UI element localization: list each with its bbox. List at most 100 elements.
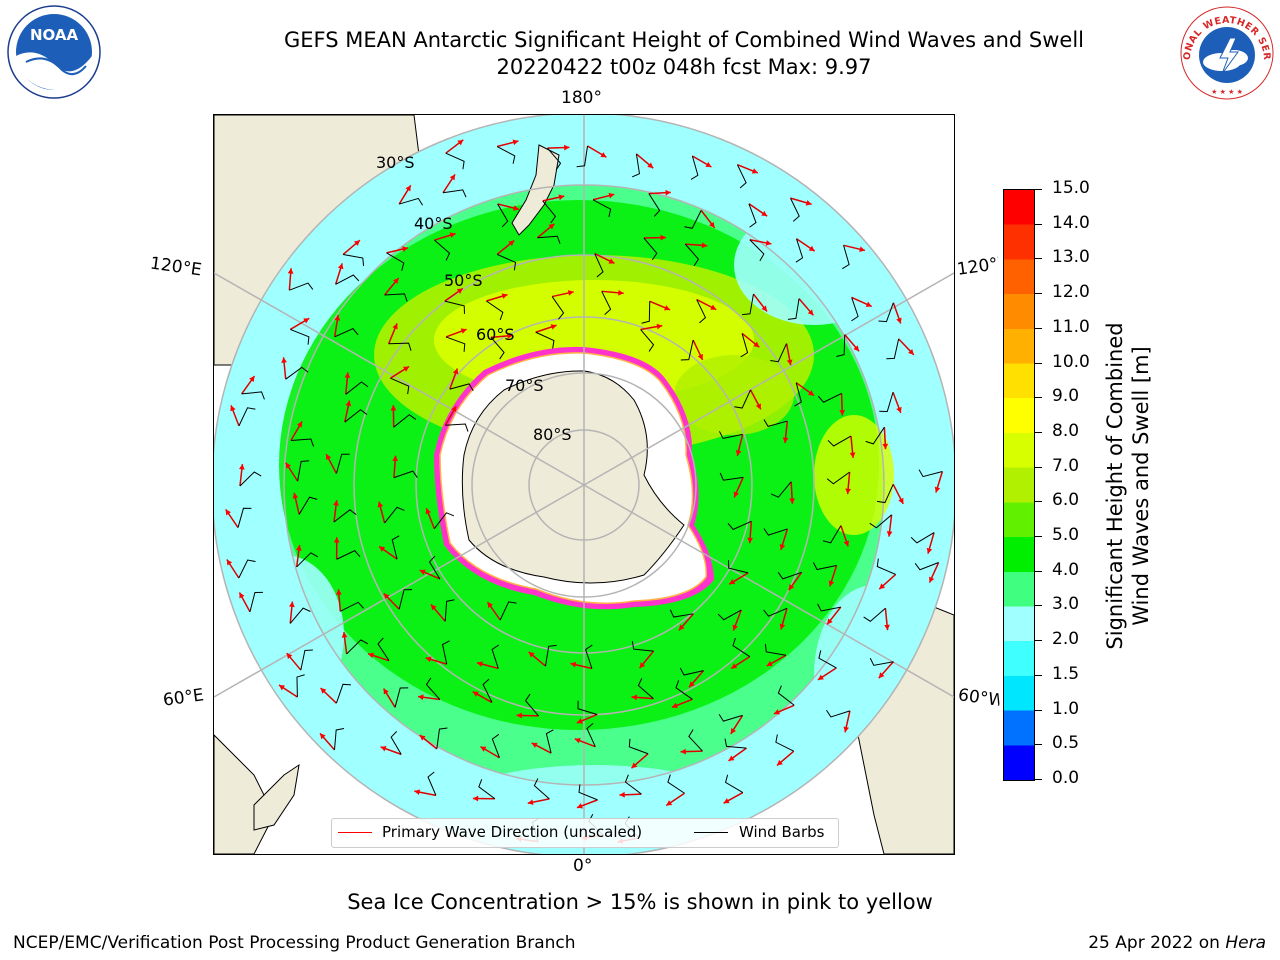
wind-barb	[545, 644, 557, 667]
colorbar	[1003, 189, 1035, 781]
wave-arrow-head	[472, 691, 479, 697]
wave-arrow-head	[878, 672, 885, 679]
wave-arrow-head	[527, 799, 534, 806]
wind-barb	[736, 164, 747, 189]
wave-arrow-head	[843, 726, 850, 733]
wind-barb	[878, 302, 894, 323]
wind-barb	[826, 709, 851, 718]
wave-arrow-head	[487, 602, 493, 608]
wind-barb	[434, 239, 451, 261]
noaa-logo-text: NOAA	[30, 26, 79, 44]
wind-barb	[289, 282, 314, 291]
colorbar-tick-label: 2.0	[1052, 629, 1080, 650]
wave-arrow-head	[405, 185, 411, 192]
wind-barb	[384, 506, 405, 524]
wind-barb	[390, 377, 410, 395]
wave-arrow-head	[550, 324, 557, 330]
wave-arrow-head	[238, 464, 245, 470]
wind-barb	[640, 329, 655, 352]
wave-arrow-head	[472, 795, 479, 802]
wave-direction-swatch	[338, 832, 372, 833]
wave-arrow-head	[731, 663, 738, 669]
wave-arrow-head	[326, 454, 332, 461]
wave-arrow-head	[419, 569, 426, 575]
wave-arrow-head	[828, 580, 835, 587]
wave-arrow-head	[735, 449, 742, 456]
wind-barb	[496, 146, 516, 164]
colorbar-tick-label: 8.0	[1052, 420, 1080, 441]
wind-barb	[346, 639, 369, 655]
lon-label-60w: 60°W	[956, 685, 1002, 711]
wind-barb	[718, 714, 743, 722]
wind-barb	[445, 423, 469, 432]
wind-barb	[822, 525, 842, 544]
wind-barb	[719, 472, 744, 481]
chart-subtitle: 20220422 t00z 048h fcst Max: 9.97	[496, 55, 872, 79]
wind-barb	[386, 252, 405, 271]
colorbar-tick	[1034, 327, 1042, 329]
wind-barb	[690, 155, 699, 180]
wind-barb	[696, 299, 707, 324]
wind-barb	[592, 199, 612, 218]
wind-barb	[764, 643, 787, 656]
colorbar-tick-label: 5.0	[1052, 525, 1080, 546]
wind-barb	[876, 484, 894, 504]
wind-barb	[490, 337, 505, 360]
wave-arrow-head	[779, 544, 786, 550]
wind-barb	[637, 678, 654, 700]
colorbar-tick	[1034, 605, 1042, 607]
wave-arrow-head	[567, 290, 574, 296]
colorbar-tick	[1034, 501, 1042, 503]
wave-arrow-head	[849, 452, 856, 458]
wind-barb	[794, 382, 802, 407]
wave-arrow-head	[827, 618, 833, 625]
wind-barb	[289, 607, 311, 624]
wave-arrow-head	[425, 656, 432, 663]
wind-barb	[724, 738, 747, 749]
lat-label-70s: 70°S	[505, 376, 544, 395]
wave-arrow-head	[558, 194, 565, 201]
wind-barb	[763, 528, 788, 536]
wind-barb	[333, 727, 345, 750]
wind-barb	[724, 774, 744, 793]
wind-barb	[742, 294, 754, 316]
wave-arrow-head	[380, 746, 387, 752]
wind-barb	[499, 601, 517, 621]
wind-barb	[869, 657, 894, 666]
wind-barb	[377, 637, 390, 661]
wind-barb	[238, 559, 256, 579]
wave-arrow-head	[788, 584, 795, 591]
wind-barb	[914, 562, 939, 571]
wind-barb	[535, 331, 555, 349]
wave-arrow-head	[449, 232, 456, 238]
wave-arrow-head	[929, 576, 935, 583]
colorbar-tick-label: 7.0	[1052, 455, 1080, 476]
wave-arrow-head	[383, 688, 389, 695]
wind-barb	[391, 535, 400, 560]
wave-arrow-head	[289, 601, 295, 608]
wind-barbs-legend-label: Wind Barbs	[739, 823, 825, 841]
wind-barb	[748, 203, 757, 228]
wind-barb	[601, 291, 612, 315]
wave-arrow-head	[390, 405, 397, 411]
wave-arrow-head	[570, 661, 577, 668]
wave-arrow-head	[576, 803, 583, 809]
wind-barb	[817, 392, 842, 403]
wave-arrow-head	[608, 258, 615, 264]
wave-arrow-head	[808, 245, 815, 252]
colorbar-tick	[1034, 466, 1042, 468]
wind-barb	[335, 453, 350, 474]
colorbar-tick	[1034, 536, 1042, 538]
colorbar-tick	[1034, 258, 1042, 260]
colorbar-tick	[1034, 674, 1042, 676]
wind-barb	[732, 637, 750, 657]
wave-arrow-head	[729, 579, 736, 585]
wind-barb	[631, 641, 654, 652]
wave-arrow-head	[808, 390, 815, 396]
wind-barb	[239, 471, 262, 487]
wind-barb	[444, 599, 455, 622]
lon-label-60e: 60°E	[161, 685, 206, 711]
wave-arrow-head	[671, 702, 678, 709]
wave-arrow-head	[452, 368, 459, 375]
wave-arrow-head	[666, 800, 673, 806]
